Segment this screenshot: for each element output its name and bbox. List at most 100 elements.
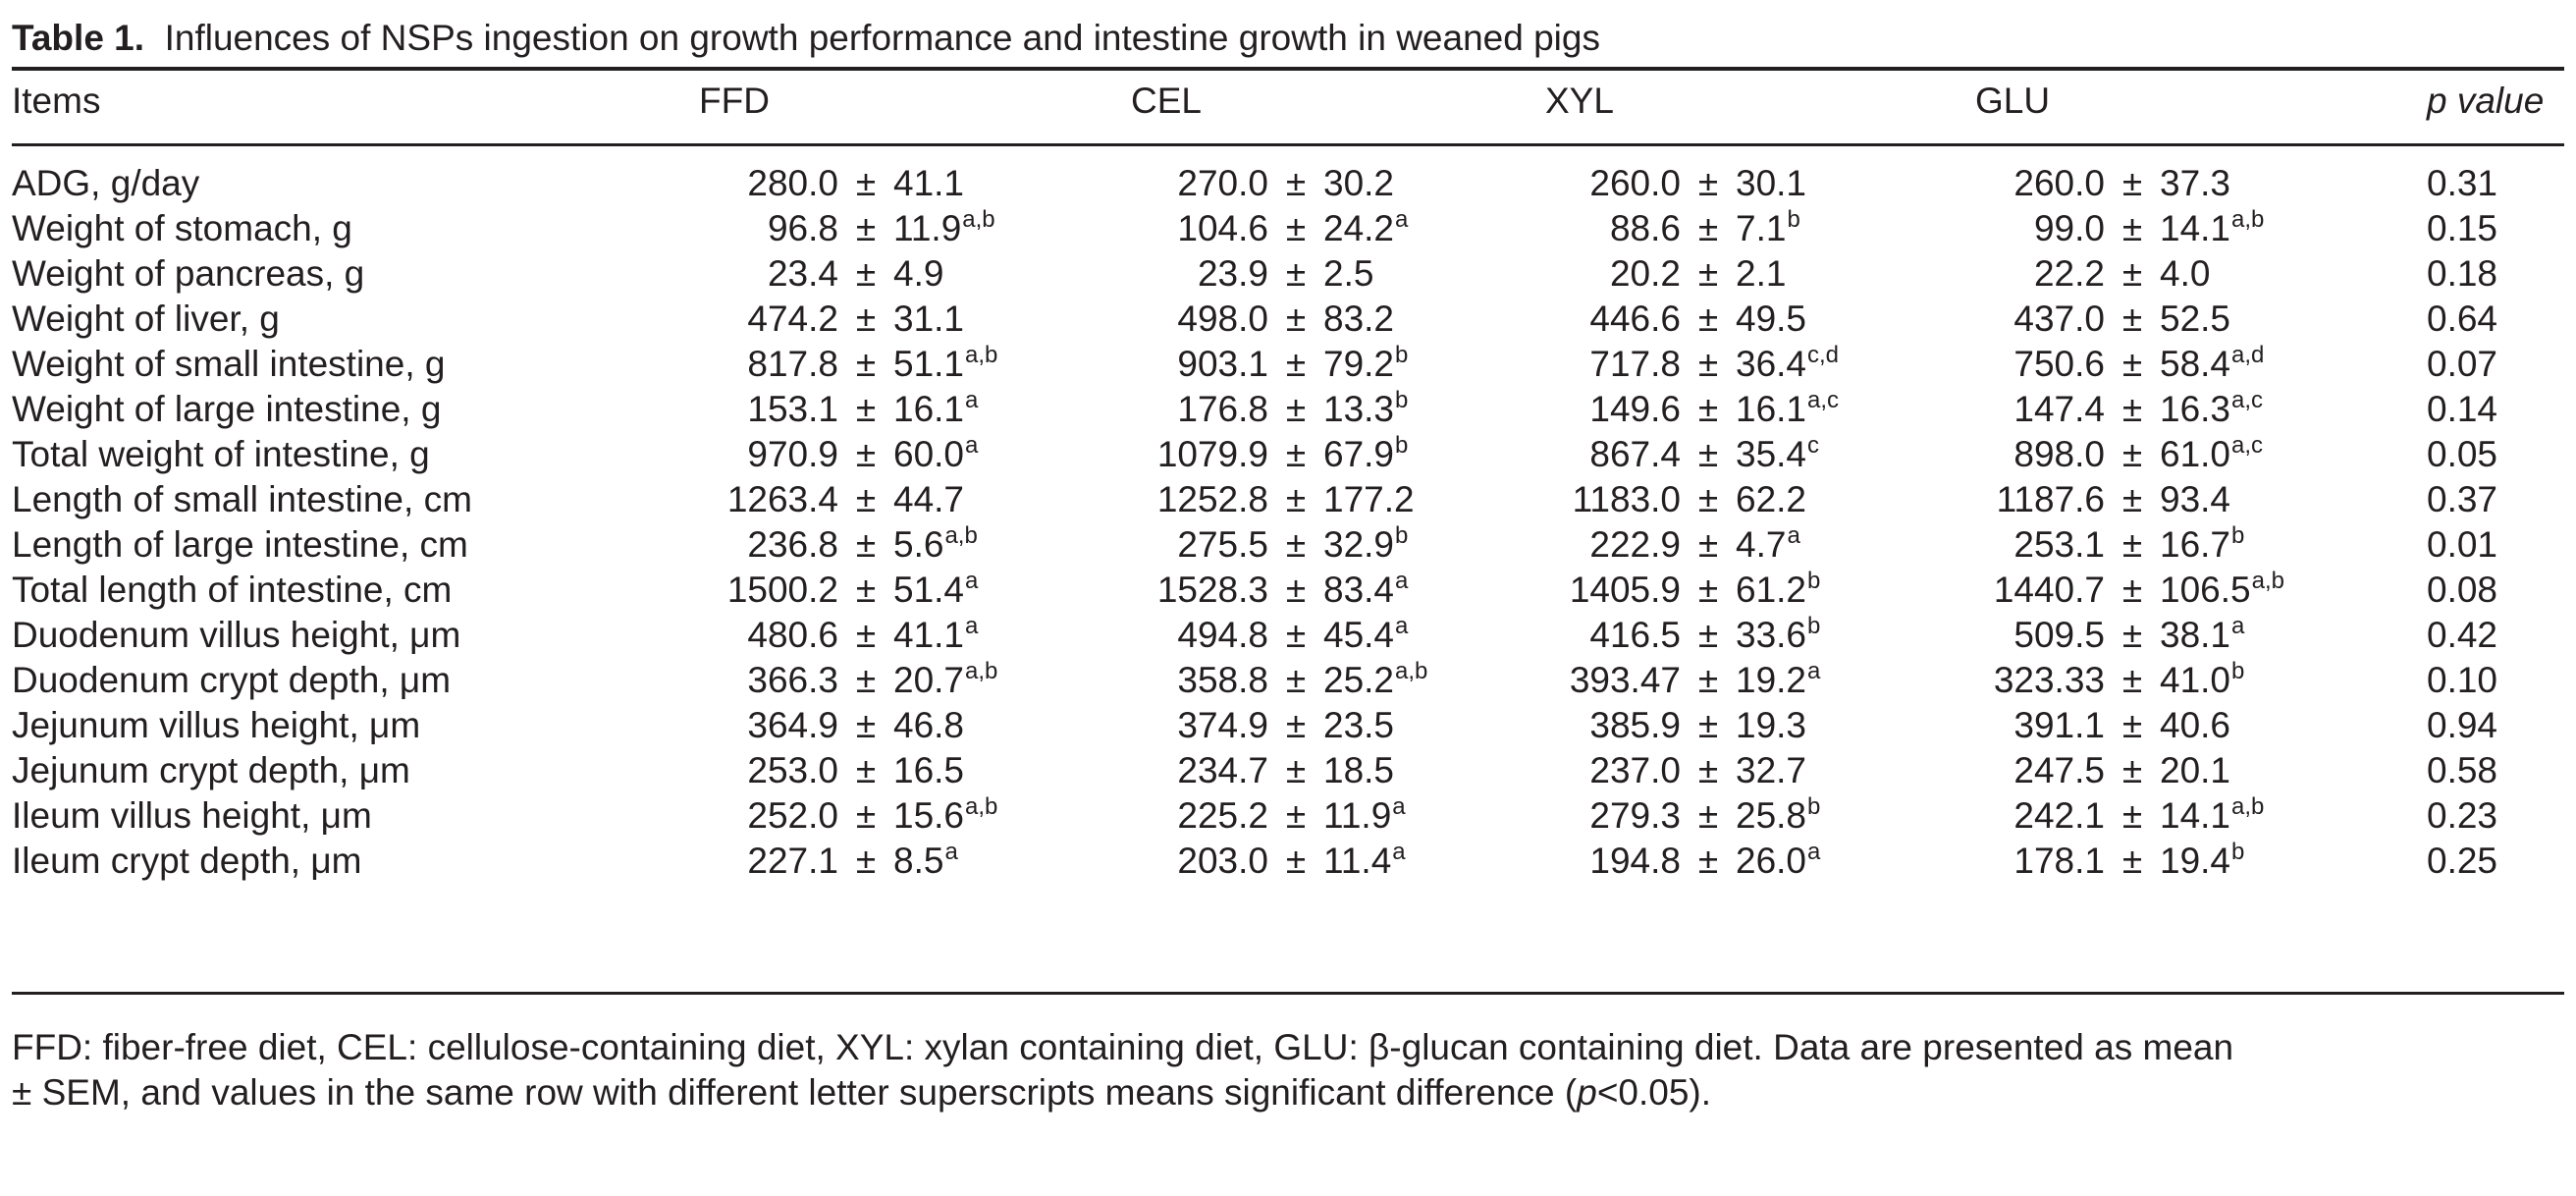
plus-minus-sign: ± bbox=[1697, 434, 1719, 474]
plus-minus-sign: ± bbox=[1697, 163, 1719, 203]
cell-sem-ffd: 4.9 bbox=[893, 253, 943, 295]
sem-value: 19.4 bbox=[2160, 841, 2231, 881]
significance-superscript: a bbox=[1392, 793, 1406, 820]
cell-sem-cel: 24.2a bbox=[1323, 206, 1409, 249]
sem-value: 30.1 bbox=[1736, 163, 1807, 203]
plus-minus-sign: ± bbox=[1697, 841, 1719, 881]
cell-sem-xyl: 61.2b bbox=[1736, 568, 1820, 611]
plus-minus-sign: ± bbox=[855, 705, 877, 745]
significance-superscript: a,b bbox=[962, 206, 995, 233]
plus-minus-sign: ± bbox=[855, 344, 877, 384]
significance-superscript: a bbox=[1395, 206, 1409, 233]
cell-mean-ffd: 817.8 bbox=[747, 344, 838, 384]
cell-mean-glu: 509.5 bbox=[2013, 615, 2105, 655]
cell-sem-xyl: 19.3 bbox=[1736, 705, 1806, 746]
cell-mean-ffd: 252.0 bbox=[747, 795, 838, 836]
row-item-label: Jejunum villus height, μm bbox=[12, 705, 421, 745]
cell-sem-xyl: 33.6b bbox=[1736, 613, 1820, 656]
sem-value: 36.4 bbox=[1736, 344, 1807, 384]
cell-sem-cel: 67.9b bbox=[1323, 432, 1408, 475]
cell-mean-ffd: 153.1 bbox=[747, 389, 838, 429]
header-p-value: p value bbox=[2427, 81, 2545, 121]
cell-mean-xyl: 1405.9 bbox=[1569, 570, 1681, 610]
significance-superscript: a,b bbox=[944, 522, 978, 549]
plus-minus-sign: ± bbox=[2121, 750, 2143, 790]
cell-p-value: 0.18 bbox=[2427, 253, 2498, 294]
row-item-label: Ileum villus height, μm bbox=[12, 795, 372, 836]
cell-mean-xyl: 88.6 bbox=[1609, 208, 1681, 248]
sem-value: 93.4 bbox=[2160, 479, 2231, 519]
cell-p-value: 0.23 bbox=[2427, 795, 2498, 836]
sem-value: 8.5 bbox=[893, 841, 944, 881]
cell-mean-glu: 750.6 bbox=[2013, 344, 2105, 384]
cell-mean-ffd: 253.0 bbox=[747, 750, 838, 790]
cell-mean-glu: 437.0 bbox=[2013, 299, 2105, 339]
sem-value: 51.1 bbox=[893, 344, 965, 384]
cell-mean-xyl: 446.6 bbox=[1589, 299, 1681, 339]
sem-value: 20.7 bbox=[893, 660, 965, 700]
significance-superscript: a,b bbox=[2231, 206, 2265, 233]
plus-minus-sign: ± bbox=[855, 299, 877, 339]
cell-mean-ffd: 474.2 bbox=[747, 299, 838, 339]
plus-minus-sign: ± bbox=[1697, 660, 1719, 700]
cell-sem-glu: 93.4 bbox=[2160, 479, 2230, 520]
cell-mean-glu: 260.0 bbox=[2013, 163, 2105, 203]
cell-sem-glu: 37.3 bbox=[2160, 163, 2230, 204]
significance-superscript: a bbox=[965, 432, 979, 459]
significance-superscript: a,b bbox=[965, 342, 998, 368]
significance-superscript: a bbox=[1392, 839, 1406, 865]
cell-mean-xyl: 867.4 bbox=[1589, 434, 1681, 474]
plus-minus-sign: ± bbox=[1285, 344, 1307, 384]
cell-sem-glu: 19.4b bbox=[2160, 839, 2244, 882]
sem-value: 60.0 bbox=[893, 434, 965, 474]
cell-mean-glu: 391.1 bbox=[2013, 705, 2105, 745]
significance-superscript: a,c bbox=[1807, 387, 1840, 413]
plus-minus-sign: ± bbox=[1697, 479, 1719, 519]
cell-sem-cel: 177.2 bbox=[1323, 479, 1415, 520]
row-item-label: Duodenum villus height, μm bbox=[12, 615, 461, 655]
plus-minus-sign: ± bbox=[855, 615, 877, 655]
footnote-line-2: ± SEM, and values in the same row with d… bbox=[12, 1072, 1711, 1114]
sem-value: 4.7 bbox=[1736, 524, 1787, 565]
cell-sem-ffd: 16.5 bbox=[893, 750, 964, 791]
sem-value: 31.1 bbox=[893, 299, 965, 339]
plus-minus-sign: ± bbox=[2121, 208, 2143, 248]
sem-value: 52.5 bbox=[2160, 299, 2231, 339]
row-item-label: Weight of small intestine, g bbox=[12, 344, 446, 384]
table-row: Total weight of intestine, g 970.9 ±60.0a 1… bbox=[0, 432, 2576, 479]
cell-p-value: 0.08 bbox=[2427, 570, 2498, 610]
cell-mean-xyl: 717.8 bbox=[1589, 344, 1681, 384]
cell-mean-xyl: 194.8 bbox=[1589, 841, 1681, 881]
significance-superscript: a,c bbox=[2231, 432, 2264, 459]
cell-mean-glu: 323.33 bbox=[1993, 660, 2105, 700]
plus-minus-sign: ± bbox=[2121, 705, 2143, 745]
sem-value: 44.7 bbox=[893, 479, 965, 519]
footnote-line-1: FFD: fiber-free diet, CEL: cellulose-con… bbox=[12, 1027, 2234, 1067]
cell-p-value: 0.14 bbox=[2427, 389, 2498, 429]
sem-value: 19.3 bbox=[1736, 705, 1807, 745]
cell-p-value: 0.15 bbox=[2427, 208, 2498, 248]
plus-minus-sign: ± bbox=[1285, 841, 1307, 881]
sem-value: 38.1 bbox=[2160, 615, 2231, 655]
plus-minus-sign: ± bbox=[2121, 479, 2143, 519]
cell-sem-cel: 2.5 bbox=[1323, 253, 1373, 295]
plus-minus-sign: ± bbox=[1697, 750, 1719, 790]
cell-sem-glu: 52.5 bbox=[2160, 299, 2230, 340]
cell-sem-xyl: 16.1a,c bbox=[1736, 387, 1840, 430]
plus-minus-sign: ± bbox=[1285, 615, 1307, 655]
plus-minus-sign: ± bbox=[2121, 524, 2143, 565]
table-row: Length of small intestine, cm 1263.4 ±44.7… bbox=[0, 479, 2576, 524]
plus-minus-sign: ± bbox=[855, 570, 877, 610]
sem-value: 2.5 bbox=[1323, 253, 1374, 294]
sem-value: 7.1 bbox=[1736, 208, 1787, 248]
sem-value: 5.6 bbox=[893, 524, 944, 565]
cell-mean-xyl: 149.6 bbox=[1589, 389, 1681, 429]
sem-value: 11.4 bbox=[1323, 841, 1392, 881]
plus-minus-sign: ± bbox=[1697, 253, 1719, 294]
row-item-label: Length of small intestine, cm bbox=[12, 479, 472, 519]
plus-minus-sign: ± bbox=[1285, 705, 1307, 745]
cell-mean-cel: 498.0 bbox=[1177, 299, 1268, 339]
sem-value: 37.3 bbox=[2160, 163, 2231, 203]
sem-value: 40.6 bbox=[2160, 705, 2231, 745]
plus-minus-sign: ± bbox=[1285, 253, 1307, 294]
